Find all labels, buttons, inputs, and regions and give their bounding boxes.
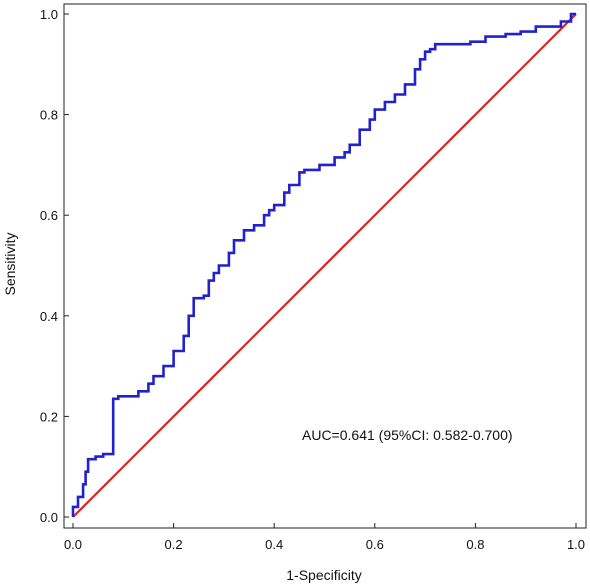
x-tick-label: 0.4 bbox=[265, 537, 283, 552]
y-tick-label: 0.0 bbox=[40, 510, 58, 525]
series-lines bbox=[71, 12, 577, 518]
y-axis: 0.0 0.2 0.4 0.6 0.8 1.0 bbox=[40, 7, 69, 525]
x-tick-label: 0.6 bbox=[366, 537, 384, 552]
x-tick-label: 0.0 bbox=[64, 537, 82, 552]
x-tick-label: 0.2 bbox=[165, 537, 183, 552]
x-axis: 0.0 0.2 0.4 0.6 0.8 1.0 bbox=[64, 523, 585, 552]
y-tick-label: 1.0 bbox=[40, 7, 58, 22]
x-tick-label: 0.8 bbox=[466, 537, 484, 552]
y-tick-label: 0.4 bbox=[40, 309, 58, 324]
x-axis-label: 1-Specificity bbox=[286, 567, 361, 583]
reference-diagonal-line bbox=[72, 13, 577, 518]
y-axis-label: Sensitivity bbox=[2, 232, 18, 295]
x-tick-label: 1.0 bbox=[567, 537, 585, 552]
y-tick-label: 0.8 bbox=[40, 108, 58, 123]
y-tick-label: 0.6 bbox=[40, 208, 58, 223]
auc-annotation: AUC=0.641 (95%CI: 0.582-0.700) bbox=[302, 427, 513, 443]
y-tick-label: 0.2 bbox=[40, 409, 58, 424]
roc-curve-line bbox=[71, 12, 576, 517]
